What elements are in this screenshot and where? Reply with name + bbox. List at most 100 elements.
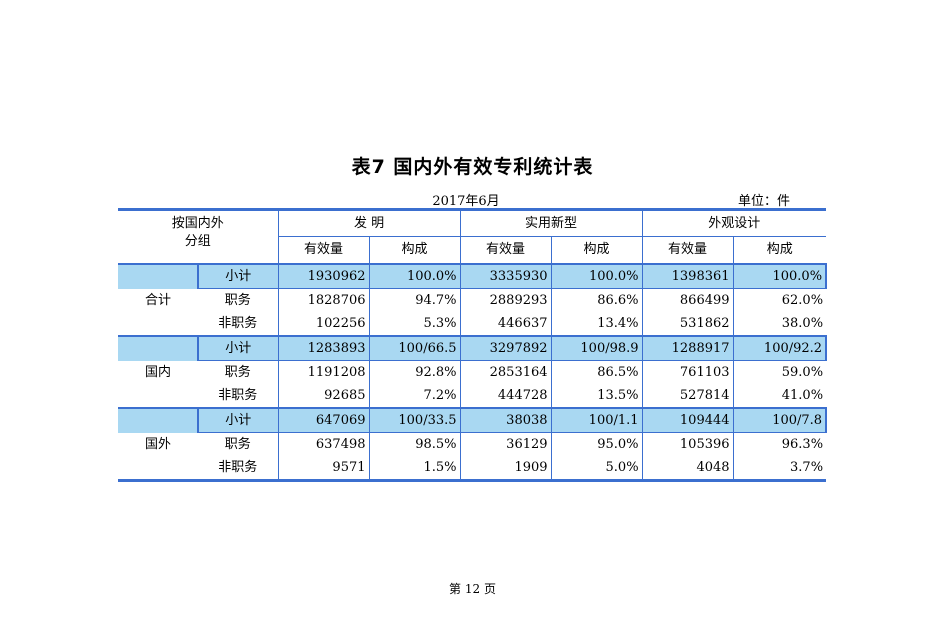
row-label: 非职务 xyxy=(218,388,258,403)
ratio-cell: 100/1.1 xyxy=(550,407,643,433)
count-cell: 1191208 xyxy=(277,360,370,384)
corner-header-line2: 分组 xyxy=(184,234,211,249)
count-cell: 105396 xyxy=(641,432,734,456)
count-cell: 1288917 xyxy=(641,335,734,361)
group-spacer-cell xyxy=(118,264,198,289)
count-cell: 647069 xyxy=(277,407,370,433)
count-cell: 102256 xyxy=(277,312,370,336)
header-row-categories: 按国内外 分组 发 明 实用新型 外观设计 xyxy=(118,208,827,265)
patent-statistics-table: 按国内外 分组 发 明 实用新型 外观设计 有效量 构成 有效量 构成 有效量 … xyxy=(118,208,828,482)
report-date: 2017年6月 xyxy=(432,194,500,209)
ratio-cell: 86.5% xyxy=(550,360,643,384)
ratio-cell: 5.0% xyxy=(550,456,643,482)
group-spacer-cell xyxy=(118,407,198,433)
row-label: 非职务 xyxy=(218,316,258,331)
count-cell: 2889293 xyxy=(459,288,552,312)
col-header-count: 有效量 xyxy=(641,236,734,265)
ratio-cell: 95.0% xyxy=(550,432,643,456)
col-header-ratio: 构成 xyxy=(732,236,827,265)
col-header-ratio: 构成 xyxy=(368,236,461,265)
subtotal-row: 小计 647069 100/33.5 38038 100/1.1 109444 100/7.… xyxy=(118,407,828,433)
ratio-cell: 100/92.2 xyxy=(732,335,828,361)
table-row: 合计 职务 1828706 94.7% 2889293 86.6% 866499 62.0% xyxy=(118,288,827,312)
row-label: 职务 xyxy=(224,293,251,308)
corner-header-line1: 按国内外 xyxy=(171,216,224,231)
row-label: 职务 xyxy=(224,437,251,452)
table-row: 国外 职务 637498 98.5% 36129 95.0% 105396 96.3% xyxy=(118,432,827,456)
ratio-cell: 100/7.8 xyxy=(732,407,828,433)
ratio-cell: 62.0% xyxy=(732,288,827,312)
category-invention-header: 发 明 xyxy=(277,208,461,237)
count-cell: 1909 xyxy=(459,456,552,482)
count-cell: 866499 xyxy=(641,288,734,312)
table-row: 非职务 9571 1.5% 1909 5.0% 4048 3.7% xyxy=(118,456,827,482)
row-label: 非职务 xyxy=(198,456,279,482)
count-cell: 109444 xyxy=(641,407,734,433)
ratio-cell: 1.5% xyxy=(368,456,461,482)
ratio-cell: 59.0% xyxy=(732,360,827,384)
count-cell: 761103 xyxy=(641,360,734,384)
count-cell: 1398361 xyxy=(641,263,734,289)
table-row: 非职务 92685 7.2% 444728 13.5% 527814 41.0% xyxy=(118,384,827,408)
count-cell: 36129 xyxy=(459,432,552,456)
header-row-columns: 有效量 构成 有效量 构成 有效量 构成 xyxy=(118,236,827,265)
count-cell: 2853164 xyxy=(459,360,552,384)
table-title: 表7 国内外有效专利统计表 xyxy=(351,156,594,178)
row-label: 小计 xyxy=(196,335,279,361)
subtotal-row: 小计 1930962 100.0% 3335930 100.0% 1398361 100.0… xyxy=(118,263,828,289)
page-number: 第 12 页 xyxy=(449,582,496,596)
ratio-cell: 94.7% xyxy=(368,288,461,312)
ratio-cell: 7.2% xyxy=(368,384,461,408)
ratio-cell: 100/66.5 xyxy=(368,335,461,361)
count-cell: 637498 xyxy=(277,432,370,456)
table-row: 国内 职务 1191208 92.8% 2853164 86.5% 761103 59.0% xyxy=(118,360,827,384)
count-cell: 1283893 xyxy=(277,335,370,361)
category-utility-header: 实用新型 xyxy=(459,208,643,237)
count-cell: 444728 xyxy=(459,384,552,408)
count-cell: 38038 xyxy=(459,407,552,433)
count-cell: 4048 xyxy=(641,456,734,482)
group-spacer-cell xyxy=(118,312,198,336)
count-cell: 531862 xyxy=(641,312,734,336)
group-spacer-cell xyxy=(118,384,198,408)
unit-label: 单位：件 xyxy=(738,194,791,209)
col-header-count: 有效量 xyxy=(459,236,552,265)
ratio-cell: 13.5% xyxy=(550,384,643,408)
count-cell: 1930962 xyxy=(277,263,370,289)
count-cell: 9571 xyxy=(277,456,370,482)
ratio-cell: 100.0% xyxy=(368,263,461,289)
ratio-cell: 38.0% xyxy=(732,312,827,336)
count-cell: 3297892 xyxy=(459,335,552,361)
table-row: 非职务 102256 5.3% 446637 13.4% 531862 38.0% xyxy=(118,312,827,336)
row-label: 小计 xyxy=(196,407,279,433)
group-name: 国内 xyxy=(144,364,171,380)
count-cell: 1828706 xyxy=(277,288,370,312)
row-label: 小计 xyxy=(196,263,279,289)
row-label: 职务 xyxy=(224,365,251,380)
count-cell: 3335930 xyxy=(459,263,552,289)
group-spacer-cell xyxy=(118,335,198,361)
category-design-header: 外观设计 xyxy=(641,208,827,237)
ratio-cell: 100.0% xyxy=(732,263,828,289)
group-name: 国外 xyxy=(144,436,171,452)
ratio-cell: 98.5% xyxy=(368,432,461,456)
ratio-cell: 100.0% xyxy=(550,263,643,289)
ratio-cell: 92.8% xyxy=(368,360,461,384)
subtotal-row: 小计 1283893 100/66.5 3297892 100/98.9 1288917 1… xyxy=(118,335,828,361)
ratio-cell: 96.3% xyxy=(732,432,827,456)
ratio-cell: 5.3% xyxy=(368,312,461,336)
ratio-cell: 100/98.9 xyxy=(550,335,643,361)
group-name: 合计 xyxy=(144,292,171,308)
ratio-cell: 100/33.5 xyxy=(368,407,461,433)
ratio-cell: 86.6% xyxy=(550,288,643,312)
group-spacer-cell xyxy=(118,456,198,482)
corner-header-cell: 按国内外 分组 xyxy=(118,208,279,265)
col-header-ratio: 构成 xyxy=(550,236,643,265)
ratio-cell: 13.4% xyxy=(550,312,643,336)
ratio-cell: 41.0% xyxy=(732,384,827,408)
count-cell: 92685 xyxy=(277,384,370,408)
col-header-count: 有效量 xyxy=(277,236,370,265)
count-cell: 527814 xyxy=(641,384,734,408)
count-cell: 446637 xyxy=(459,312,552,336)
ratio-cell: 3.7% xyxy=(732,456,827,482)
